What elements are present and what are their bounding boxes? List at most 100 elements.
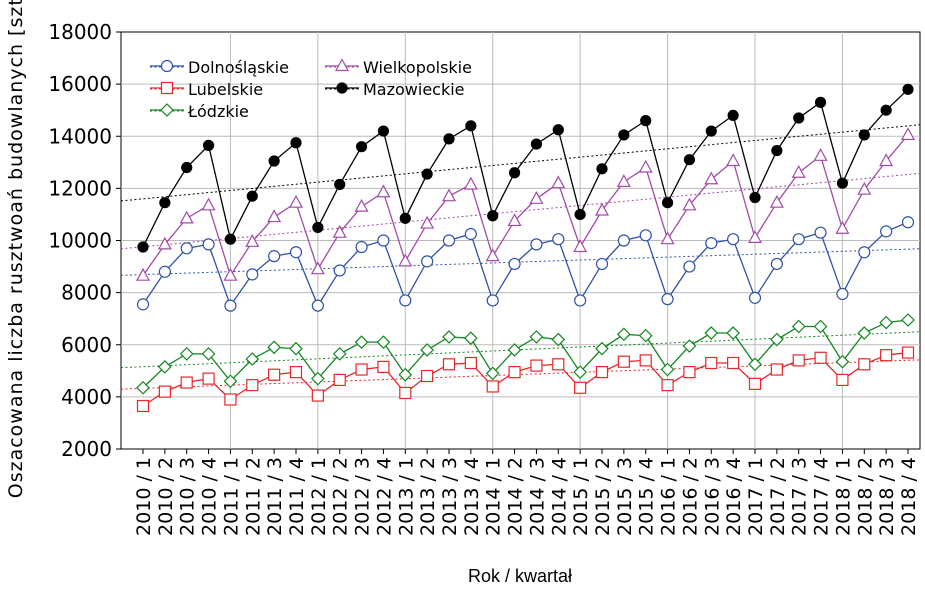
point (661, 197, 674, 209)
point (770, 257, 783, 271)
point (749, 191, 761, 204)
point (464, 227, 477, 241)
point (901, 216, 915, 229)
point (705, 356, 718, 370)
point (552, 233, 565, 246)
y-tick-label: 10000 (48, 229, 112, 253)
x-tick-label: 2012 / 1 (308, 457, 330, 536)
point (158, 360, 172, 374)
point (201, 197, 216, 211)
point (836, 287, 849, 301)
point (639, 229, 652, 242)
point (508, 257, 521, 271)
y-tick-label: 4000 (61, 385, 112, 409)
point (288, 194, 304, 208)
point (160, 59, 174, 73)
point (399, 212, 411, 224)
point (682, 339, 697, 353)
point (551, 332, 566, 347)
y-tick-label: 6000 (61, 333, 112, 357)
trend-line (120, 331, 921, 369)
point (529, 191, 544, 204)
point (704, 326, 719, 340)
x-tick-label: 2014 / 3 (526, 457, 548, 536)
point (486, 294, 499, 307)
point (770, 363, 783, 376)
x-tick-label: 2016 / 3 (701, 457, 723, 536)
trend-line (120, 248, 921, 276)
x-tick-label: 2011 / 4 (286, 457, 308, 536)
point (508, 167, 521, 179)
point (814, 351, 827, 364)
point (640, 115, 652, 127)
point (793, 112, 805, 124)
point (900, 127, 916, 141)
point (835, 221, 850, 234)
point (574, 294, 587, 307)
point (202, 139, 215, 151)
point (573, 239, 588, 253)
point (530, 238, 543, 251)
legend-label: Lubelskie (188, 80, 263, 99)
point (530, 359, 543, 372)
point (441, 188, 457, 202)
point (814, 226, 827, 239)
point (704, 171, 719, 185)
point (595, 366, 609, 379)
point (311, 389, 324, 402)
point (421, 168, 433, 180)
point (661, 293, 674, 306)
point (726, 326, 740, 340)
point (201, 347, 216, 361)
point (858, 358, 871, 371)
point (224, 233, 237, 245)
point (223, 267, 238, 281)
point (574, 381, 587, 394)
x-tick-label: 2015 / 1 (570, 457, 592, 536)
point (901, 313, 915, 327)
point (508, 366, 521, 379)
point (336, 82, 348, 94)
x-axis-title: Rok / kwartał (468, 566, 572, 586)
x-tick-label: 2018 / 1 (832, 457, 854, 536)
x-tick-label: 2017 / 1 (745, 457, 767, 536)
point (660, 362, 675, 377)
point (224, 393, 237, 406)
point (705, 125, 717, 137)
x-tick-label: 2013 / 1 (395, 457, 417, 536)
point (465, 120, 477, 132)
point (399, 294, 412, 307)
point (660, 231, 675, 245)
point (595, 341, 609, 356)
point (267, 340, 281, 355)
legend-label: Dolnośląskie (188, 58, 289, 77)
point (638, 159, 653, 173)
legend-label: Łódzkie (187, 102, 249, 121)
x-tick-label: 2016 / 2 (679, 457, 701, 536)
x-tick-label: 2014 / 1 (483, 457, 505, 536)
x-tick-label: 2018 / 2 (854, 457, 876, 536)
point (858, 129, 870, 141)
point (202, 372, 215, 385)
x-tick-label: 2018 / 4 (898, 457, 920, 536)
point (771, 144, 783, 157)
point (246, 379, 259, 392)
point (246, 190, 258, 202)
series-line (142, 88, 909, 248)
point (705, 237, 718, 250)
point (246, 268, 259, 281)
point (727, 356, 740, 370)
x-tick-label: 2013 / 2 (417, 457, 439, 536)
point (507, 343, 522, 357)
point (442, 330, 456, 344)
x-tick-label: 2010 / 1 (133, 457, 155, 536)
point (727, 109, 739, 122)
point (355, 240, 368, 254)
point (857, 326, 872, 340)
point (836, 177, 849, 189)
x-tick-label: 2013 / 3 (439, 457, 461, 536)
point (332, 224, 347, 238)
point (552, 358, 565, 371)
point (485, 366, 500, 381)
